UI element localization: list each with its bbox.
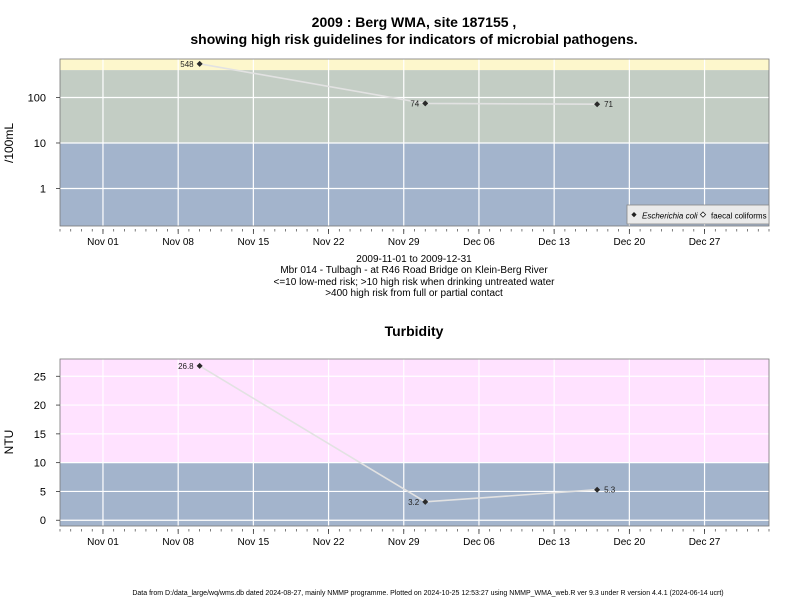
chart1-data-label: 71 [604,100,613,109]
chart2-x-tick-label: Nov 01 [87,537,119,548]
chart2-x-tick-label: Dec 27 [689,537,721,548]
footer-note: Data from D:/data_large/wq/wms.db dated … [132,590,723,597]
chart1-legend: Escherichia coli faecal coliforms [626,204,770,225]
chart1-data-point [422,100,429,107]
chart2-x-tick-label: Dec 13 [538,537,570,548]
chart1-x-tick-label: Dec 27 [689,237,721,248]
chart2-y-tick-label: 15 [34,429,46,441]
chart2-x-tick-label: Nov 29 [388,537,420,548]
chart1-y-tick-label: 1 [40,183,46,195]
chart2-y-axis-label: NTU [2,430,16,455]
chart1-data-label: 548 [180,60,194,69]
chart2-data-label: 5.3 [604,486,616,495]
chart1-y-tick-label: 100 [28,92,46,104]
chart2-x-tick-label: Nov 15 [238,537,270,548]
chart2-x-tick-label: Nov 22 [313,537,345,548]
chart2-frame [59,358,770,527]
legend-faecal-marker [699,211,707,218]
chart1-frame [59,58,770,227]
chart2-data-point [196,362,203,369]
chart1-plot: 1 10 100 Nov 01 Nov 08 Nov 15 Nov 22 Nov 29 Dec … [28,58,770,248]
chart2-risk-band [60,462,769,526]
legend-box [626,204,770,225]
chart1-data-point [196,60,203,67]
chart1-risk-band [60,59,769,71]
chart1-y-axis-label: /100mL [2,123,16,163]
chart2-risk-band [60,359,769,463]
chart1-y-tick-label: 10 [34,138,46,150]
chart2-title: Turbidity [385,323,444,339]
chart1-x-tick-label: Dec 20 [614,237,646,248]
chart1-x-tick-label: Nov 22 [313,237,345,248]
chart1-title-line1: 2009 : Berg WMA, site 187155 , [312,14,517,30]
chart2-y-tick-label: 25 [34,371,46,383]
chart2-plot: 0 5 10 15 20 25 Nov 01 Nov 08 Nov 15 Nov 22 Nov 29… [34,358,770,548]
chart2-y-tick-label: 5 [40,486,46,498]
chart1-x-tick-label: Dec 06 [463,237,495,248]
chart2-x-tick-label: Dec 20 [614,537,646,548]
chart2-data-point [594,486,601,493]
chart2-x-tick-label: Dec 06 [463,537,495,548]
chart2-data-label: 3.2 [408,498,420,507]
chart2-y-tick-label: 0 [40,515,46,527]
chart2-data-label: 26.8 [178,362,194,371]
chart1-x-tick-label: Dec 13 [538,237,570,248]
chart1-data-point [594,101,601,108]
chart1-x-tick-label: Nov 01 [87,237,119,248]
chart1-caption-line3: <=10 low-med risk; >10 high risk when dr… [274,277,556,288]
legend-ecoli-label: Escherichia coli [642,212,698,221]
chart2-data-point [422,498,429,505]
chart2-x-tick-label: Nov 08 [162,537,194,548]
chart1-caption-line4: >400 high risk from full or partial cont… [325,288,503,299]
chart1-caption-line1: 2009-11-01 to 2009-12-31 [356,254,472,265]
chart1-x-tick-label: Nov 08 [162,237,194,248]
chart1-title-line2: showing high risk guidelines for indicat… [190,31,637,47]
chart2-y-tick-label: 10 [34,458,46,470]
chart1-x-tick-label: Nov 29 [388,237,420,248]
legend-ecoli-marker [631,212,637,218]
chart1-x-tick-label: Nov 15 [238,237,270,248]
chart2-y-tick-label: 20 [34,400,46,412]
legend-faecal-label: faecal coliforms [711,212,767,221]
chart1-caption-line2: Mbr 014 - Tulbagh - at R46 Road Bridge o… [280,265,548,276]
chart1-data-label: 74 [410,99,419,108]
